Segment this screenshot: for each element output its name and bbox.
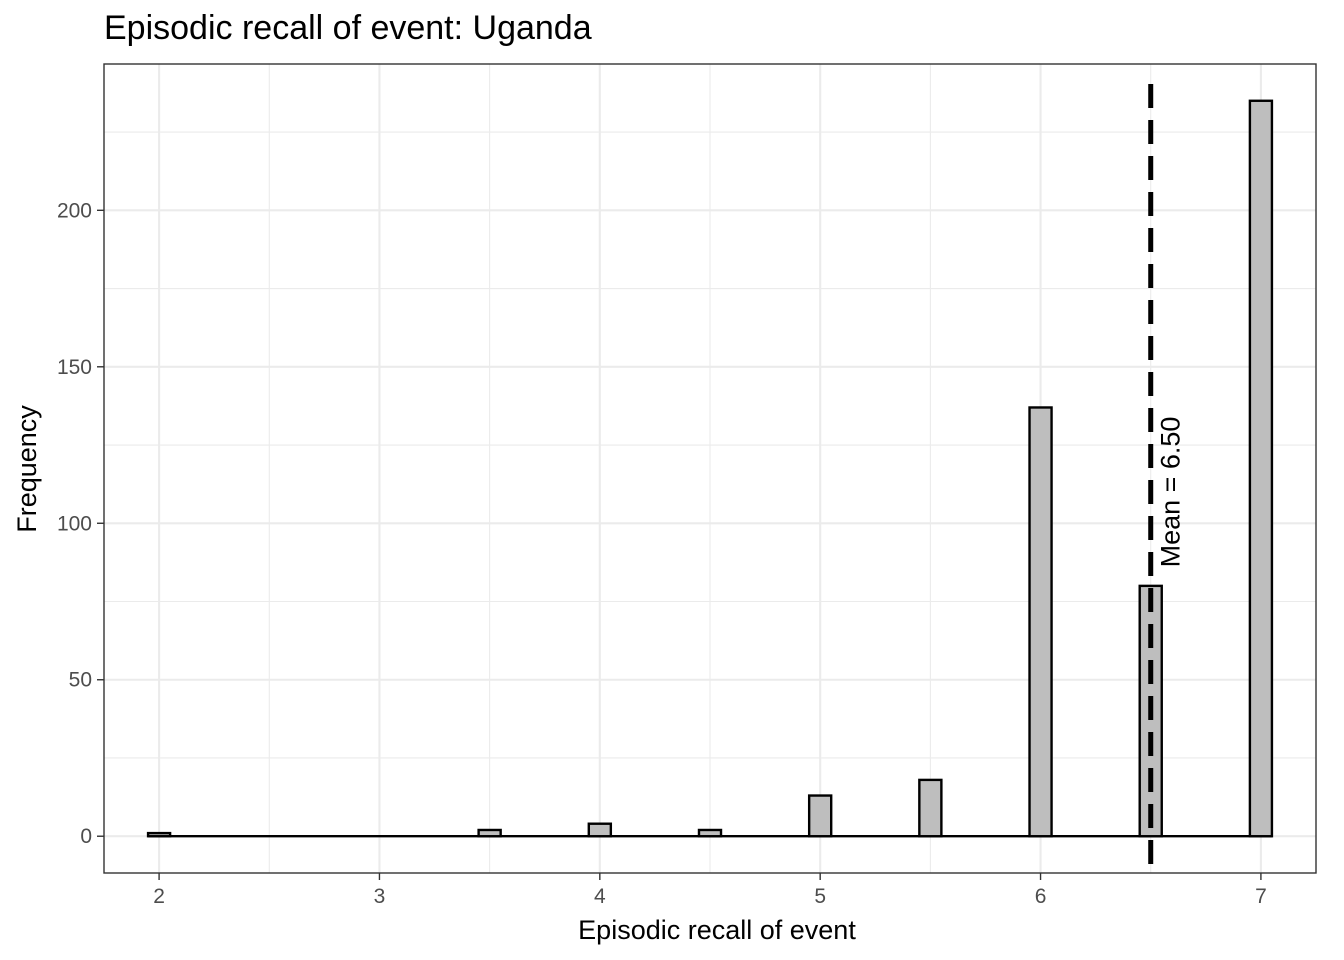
histogram-bar bbox=[1248, 99, 1274, 838]
y-tick-label: 50 bbox=[69, 669, 92, 692]
x-axis-title: Episodic recall of event bbox=[578, 915, 856, 945]
x-tick-label: 7 bbox=[1255, 885, 1267, 908]
x-tick-label: 3 bbox=[374, 885, 386, 908]
histogram-bar bbox=[477, 828, 502, 838]
y-tick-label: 0 bbox=[80, 825, 92, 848]
x-tick-label: 6 bbox=[1035, 885, 1047, 908]
mean-annotation: Mean = 6.50 bbox=[1156, 417, 1186, 568]
x-tick-label: 4 bbox=[594, 885, 606, 908]
histogram-bar bbox=[587, 822, 613, 838]
histogram-bars bbox=[146, 99, 1274, 838]
chart-title: Episodic recall of event: Uganda bbox=[104, 9, 592, 47]
y-tick-label: 150 bbox=[57, 356, 92, 379]
x-tick-label: 5 bbox=[814, 885, 826, 908]
y-tick-label: 100 bbox=[57, 512, 92, 535]
histogram-bar bbox=[1028, 406, 1053, 838]
histogram-bar bbox=[697, 828, 723, 838]
histogram-bar bbox=[807, 794, 833, 838]
axis-ticks: 2 3 4 5 6 7 0 50 100 150 200 bbox=[57, 199, 1267, 908]
panel-border bbox=[103, 63, 1317, 874]
y-axis-title: Frequency bbox=[12, 405, 42, 533]
histogram-bar bbox=[146, 831, 172, 838]
x-tick-label: 2 bbox=[153, 885, 165, 908]
histogram-bar bbox=[918, 778, 943, 838]
y-tick-label: 200 bbox=[57, 199, 92, 222]
